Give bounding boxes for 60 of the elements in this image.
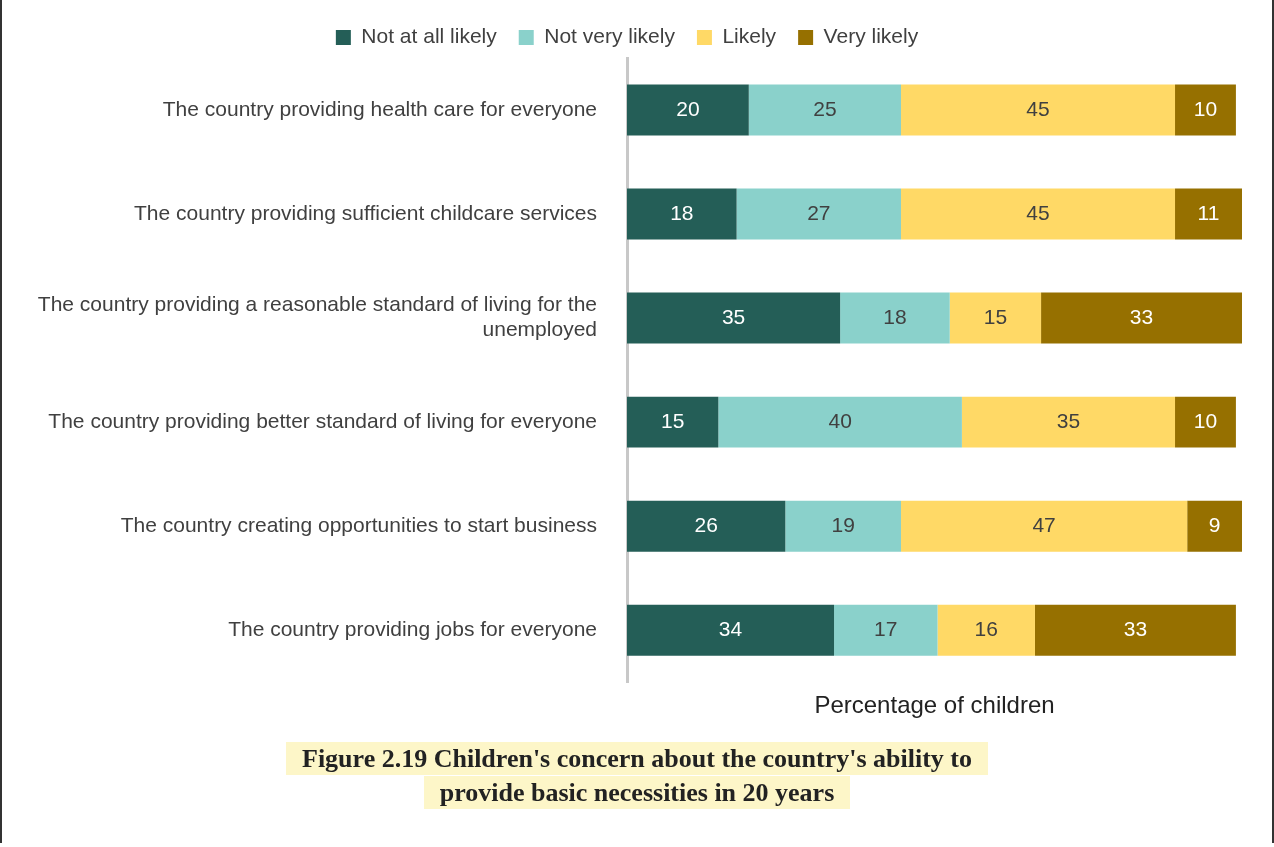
data-label: 17 — [874, 616, 898, 640]
bar — [1034, 604, 1236, 656]
data-label: 10 — [1193, 408, 1218, 432]
text: Figure 2.19 Children's concern about the country's ability to provide basic necessities in 20 years — [286, 742, 988, 809]
data-label: 11 — [1197, 200, 1220, 224]
bar — [718, 396, 962, 448]
data-label: 16 — [974, 616, 998, 640]
data-label: 35 — [1056, 408, 1081, 432]
bar — [949, 292, 1042, 344]
bar — [834, 604, 938, 656]
data-label: 10 — [1193, 96, 1218, 120]
data-label: 47 — [1032, 512, 1056, 536]
data-label: 33 — [1129, 304, 1154, 328]
bar — [901, 500, 1188, 552]
bar — [627, 604, 835, 656]
legend-label: Likely — [722, 24, 777, 48]
data-label: 34 — [718, 616, 743, 640]
legend-label: Very likely — [823, 24, 919, 48]
bar — [627, 292, 841, 344]
bar — [736, 188, 902, 240]
bar — [748, 84, 902, 136]
bar — [785, 500, 902, 552]
data-label: 18 — [670, 200, 694, 224]
data-label: 18 — [883, 304, 907, 328]
legend-label: Not at all likely — [361, 24, 498, 48]
data-label: 35 — [721, 304, 746, 328]
y-tick-label: The country providing better standard of living for everyone — [48, 408, 597, 432]
x-axis-title: Percentage of children — [814, 691, 1055, 719]
data-label: 45 — [1026, 200, 1050, 224]
bar — [627, 188, 737, 240]
legend-label: Not very likely — [544, 24, 676, 48]
data-label: 25 — [813, 96, 837, 120]
y-tick-label: The country providing jobs for everyone — [228, 616, 597, 640]
bar — [1041, 292, 1242, 344]
bar — [901, 84, 1176, 136]
data-label: 27 — [807, 200, 831, 224]
bar — [1175, 188, 1242, 240]
y-tick-label: The country providing sufficient childcare services — [134, 200, 597, 224]
bar — [840, 292, 950, 344]
bar — [937, 604, 1035, 656]
y-tick-label: The country providing a reasonable standard of living for the unemployed — [37, 292, 597, 341]
data-label: 15 — [660, 408, 685, 432]
data-label: 15 — [983, 304, 1008, 328]
data-label: 9 — [1208, 512, 1221, 536]
bar — [1175, 396, 1236, 448]
bar — [1187, 500, 1242, 552]
data-label: 19 — [831, 512, 855, 536]
bar — [627, 500, 786, 552]
data-label: 26 — [694, 512, 718, 536]
bar — [901, 188, 1176, 240]
bar — [961, 396, 1176, 448]
y-tick-label: The country creating opportunities to start business — [120, 512, 597, 536]
data-label: 45 — [1026, 96, 1050, 120]
bar — [627, 84, 749, 136]
data-label: 33 — [1123, 616, 1148, 640]
data-label: 40 — [828, 408, 852, 432]
data-label: 20 — [676, 96, 700, 120]
bar — [627, 396, 719, 448]
y-tick-label: The country providing health care for everyone — [162, 96, 597, 120]
bar — [1175, 84, 1236, 136]
